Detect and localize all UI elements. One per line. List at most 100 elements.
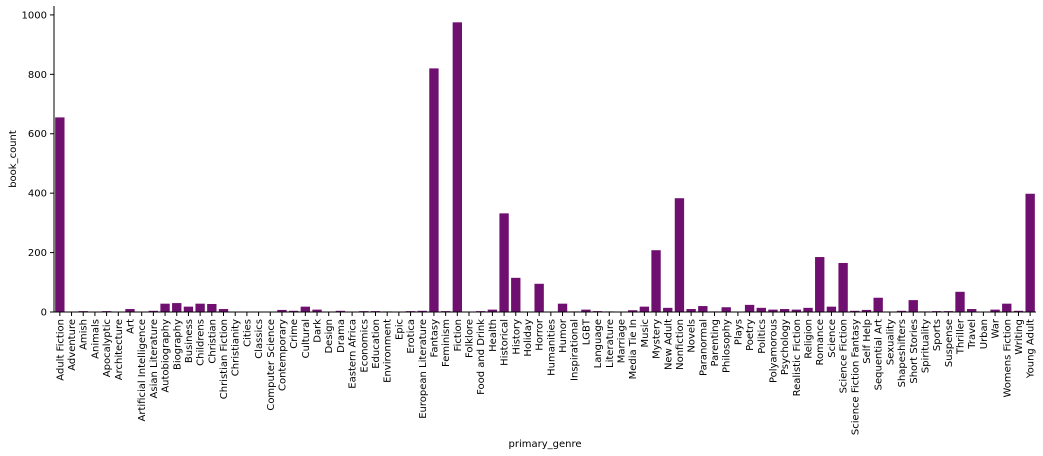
x-tick-label: Womens Fiction <box>1002 319 1013 398</box>
x-tick-label: Humor <box>558 318 569 353</box>
x-tick-label: Parenting <box>710 319 721 366</box>
x-tick-label: Suspense <box>944 319 955 367</box>
x-tick-label: History <box>511 319 522 355</box>
x-tick-label: Crime <box>289 319 300 349</box>
x-tick-label: Psychology <box>780 319 791 375</box>
x-tick-label: Fantasy <box>429 319 440 358</box>
x-tick-label: Sequential Art <box>874 319 885 390</box>
bar <box>639 306 650 312</box>
x-tick-label: Travel <box>967 319 978 350</box>
y-tick-label: 0 <box>41 308 47 319</box>
x-tick-label: Contemporary <box>277 319 288 391</box>
x-tick-label: Autobiography <box>161 319 172 393</box>
x-tick-label: Business <box>184 319 195 363</box>
x-tick-label: Language <box>593 319 604 368</box>
bar <box>896 310 907 312</box>
x-tick-label: Eastern Africa <box>348 319 359 389</box>
bar <box>850 310 860 312</box>
x-tick-label: Asian Literature <box>149 319 160 398</box>
bar <box>628 310 638 312</box>
bar <box>1002 303 1012 312</box>
bar <box>686 309 696 312</box>
x-tick-label: Epic <box>394 319 405 340</box>
bar <box>534 283 544 312</box>
bar <box>557 303 568 312</box>
bar <box>955 291 965 312</box>
x-tick-label: Amish <box>79 319 90 350</box>
y-tick-label: 400 <box>28 189 47 200</box>
x-tick-label: Design <box>324 319 335 354</box>
x-tick-label: Science Fiction Fantasy <box>850 319 861 435</box>
bar <box>873 297 883 312</box>
x-tick-label: Horror <box>535 318 546 351</box>
x-tick-label: Cities <box>242 319 253 347</box>
x-tick-label: Writing <box>1014 319 1025 355</box>
bar <box>335 310 346 312</box>
bar <box>487 309 498 312</box>
bar <box>791 309 802 312</box>
bar <box>768 309 778 312</box>
bar <box>207 303 217 312</box>
x-tick-label: Romance <box>815 319 826 365</box>
bar <box>838 262 848 312</box>
bar <box>312 309 322 312</box>
bar <box>826 306 837 312</box>
bar <box>218 309 229 312</box>
x-tick-label: Health <box>488 319 499 352</box>
x-tick-label: Adult Fiction <box>55 319 66 381</box>
bar <box>160 303 170 312</box>
x-tick-label: Self Help <box>862 319 873 364</box>
bar <box>803 307 813 312</box>
x-tick-label: Realistic Fiction <box>792 319 803 396</box>
bar <box>499 213 509 312</box>
x-tick-label: Fiction <box>453 319 464 351</box>
bar <box>779 309 790 312</box>
bar <box>581 309 591 312</box>
x-tick-label: Adventure <box>67 319 78 371</box>
x-tick-label: Christian Fiction <box>219 319 230 399</box>
x-tick-label: Apocalyptic <box>102 319 113 377</box>
x-tick-label: Childrens <box>196 319 207 366</box>
x-tick-label: Science Fiction <box>839 319 850 393</box>
y-axis: 0 200 400 600 800 1000 <box>22 6 55 319</box>
x-axis-title: primary_genre <box>508 439 581 450</box>
x-tick-label: Dark <box>313 319 324 343</box>
x-tick-label: Drama <box>336 319 347 353</box>
x-tick-label: Artificial Intelligence <box>137 319 148 422</box>
bar <box>674 198 685 312</box>
bar <box>172 303 182 312</box>
x-tick-label: Short Stories <box>909 319 920 384</box>
x-tick-label: Folklore <box>465 319 476 358</box>
x-tick-label: Novels <box>687 319 698 353</box>
x-tick-label: Computer Science <box>266 319 277 411</box>
x-tick-label: Music <box>640 319 651 347</box>
x-tick-label: Christian <box>207 319 218 364</box>
bar <box>417 310 427 312</box>
x-tick-label: Marriage <box>616 319 627 363</box>
x-tick-label: Architecture <box>114 319 125 380</box>
bar <box>663 307 673 312</box>
bar <box>1025 193 1035 312</box>
x-tick-label: Animals <box>90 319 101 359</box>
x-tick-label: Plays <box>733 319 744 345</box>
bar <box>815 257 825 312</box>
x-tick-label: Science <box>827 319 838 358</box>
bar <box>1013 310 1024 312</box>
y-tick-label: 800 <box>28 70 47 81</box>
bar <box>651 250 661 312</box>
x-tick-label: Education <box>371 319 382 369</box>
bar <box>698 306 708 312</box>
x-tick-label: Feminism <box>441 319 452 367</box>
bar <box>125 309 135 312</box>
x-tick-label: Media Tie In <box>628 319 639 379</box>
x-tick-label: Cultural <box>301 319 312 358</box>
x-tick-label: Philosophy <box>722 319 733 373</box>
y-tick-label: 600 <box>28 129 47 140</box>
bar <box>721 307 731 312</box>
x-tick-label: Paranormal <box>698 319 709 376</box>
x-tick-label: Polyamorous <box>768 319 779 383</box>
x-tick-label: Urban <box>979 319 990 349</box>
x-tick-label: New Adult <box>663 319 674 370</box>
x-tick-label: Economics <box>359 319 370 373</box>
x-tick-label: Christianity <box>231 319 242 376</box>
